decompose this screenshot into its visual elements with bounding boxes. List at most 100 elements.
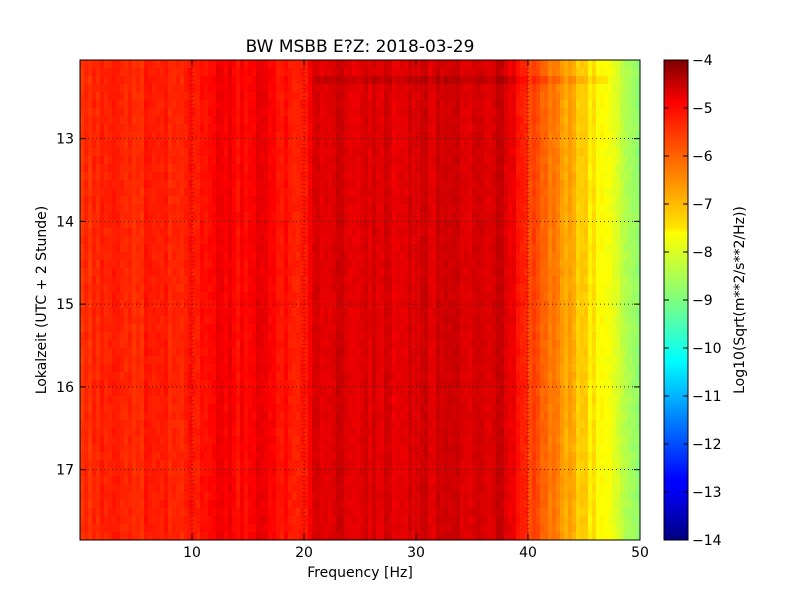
- heatmap-cell: [200, 404, 205, 413]
- heatmap-cell: [104, 156, 109, 165]
- heatmap-cell: [160, 92, 165, 101]
- heatmap-cell: [244, 484, 249, 493]
- heatmap-cell: [196, 348, 201, 357]
- heatmap-cell: [188, 436, 193, 445]
- heatmap-cell: [304, 140, 309, 149]
- heatmap-cell: [284, 356, 289, 365]
- heatmap-cell: [292, 140, 297, 149]
- heatmap-cell: [400, 524, 405, 533]
- heatmap-cell: [132, 380, 137, 389]
- heatmap-cell: [204, 516, 209, 525]
- heatmap-cell: [312, 380, 317, 389]
- heatmap-cell: [284, 340, 289, 349]
- heatmap-cell: [192, 420, 197, 429]
- heatmap-cell: [276, 196, 281, 205]
- heatmap-cell: [260, 92, 265, 101]
- heatmap-cell: [280, 132, 285, 141]
- heatmap-cell: [140, 388, 145, 397]
- heatmap-cell: [116, 92, 121, 101]
- heatmap-cell: [148, 484, 153, 493]
- heatmap-cell: [132, 356, 137, 365]
- heatmap-cell: [332, 412, 337, 421]
- heatmap-cell: [404, 348, 409, 357]
- heatmap-cell: [96, 156, 101, 165]
- heatmap-cell: [348, 100, 353, 109]
- heatmap-cell: [244, 428, 249, 437]
- heatmap-cell: [140, 140, 145, 149]
- heatmap-cell: [80, 356, 85, 365]
- heatmap-cell: [264, 460, 269, 469]
- heatmap-cell: [252, 532, 257, 540]
- heatmap-cell: [408, 244, 413, 253]
- heatmap-cell: [400, 332, 405, 341]
- heatmap-cell: [384, 76, 389, 85]
- heatmap-cell: [368, 92, 373, 101]
- heatmap-cell: [324, 356, 329, 365]
- heatmap-cell: [128, 76, 133, 85]
- heatmap-cell: [292, 532, 297, 540]
- heatmap-cell: [280, 108, 285, 117]
- heatmap-cell: [368, 212, 373, 221]
- heatmap-cell: [132, 60, 137, 69]
- heatmap-cell: [344, 260, 349, 269]
- heatmap-cell: [276, 308, 281, 317]
- heatmap-cell: [188, 228, 193, 237]
- heatmap-cell: [96, 228, 101, 237]
- heatmap-cell: [172, 220, 177, 229]
- heatmap-cell: [380, 316, 385, 325]
- heatmap-cell: [104, 316, 109, 325]
- heatmap-cell: [152, 220, 157, 229]
- heatmap-cell: [204, 236, 209, 245]
- heatmap-cell: [212, 172, 217, 181]
- heatmap-cell: [408, 164, 413, 173]
- heatmap-cell: [172, 476, 177, 485]
- heatmap-cell: [408, 524, 413, 533]
- heatmap-cell: [300, 292, 305, 301]
- heatmap-cell: [364, 116, 369, 125]
- heatmap-cell: [148, 404, 153, 413]
- heatmap-cell: [136, 220, 141, 229]
- heatmap-cell: [324, 188, 329, 197]
- heatmap-cell: [352, 396, 357, 405]
- heatmap-cell: [260, 388, 265, 397]
- heatmap-cell: [240, 292, 245, 301]
- heatmap-cell: [96, 92, 101, 101]
- heatmap-cell: [108, 124, 113, 133]
- heatmap-cell: [352, 452, 357, 461]
- heatmap-cell: [384, 324, 389, 333]
- heatmap-cell: [140, 300, 145, 309]
- heatmap-cell: [88, 420, 93, 429]
- heatmap-cell: [300, 428, 305, 437]
- heatmap-cell: [124, 356, 129, 365]
- heatmap-cell: [244, 316, 249, 325]
- heatmap-cell: [124, 508, 129, 517]
- heatmap-cell: [144, 412, 149, 421]
- heatmap-cell: [168, 492, 173, 501]
- heatmap-cell: [304, 436, 309, 445]
- heatmap-cell: [152, 228, 157, 237]
- heatmap-cell: [296, 428, 301, 437]
- heatmap-cell: [216, 420, 221, 429]
- heatmap-cell: [328, 92, 333, 101]
- heatmap-cell: [192, 148, 197, 157]
- heatmap-cell: [88, 460, 93, 469]
- heatmap-cell: [236, 284, 241, 293]
- heatmap-cell: [412, 92, 417, 101]
- heatmap-cell: [296, 484, 301, 493]
- heatmap-cell: [152, 364, 157, 373]
- heatmap-cell: [192, 212, 197, 221]
- heatmap-cell: [400, 396, 405, 405]
- heatmap-cell: [92, 524, 97, 533]
- heatmap-cell: [124, 404, 129, 413]
- heatmap-cell: [400, 124, 405, 133]
- heatmap-area: [80, 60, 640, 540]
- heatmap-cell: [292, 244, 297, 253]
- heatmap-cell: [140, 180, 145, 189]
- heatmap-cell: [268, 252, 273, 261]
- heatmap-cell: [228, 444, 233, 453]
- heatmap-cell: [384, 300, 389, 309]
- heatmap-cell: [348, 500, 353, 509]
- heatmap-cell: [188, 508, 193, 517]
- heatmap-cell: [264, 164, 269, 173]
- heatmap-cell: [192, 252, 197, 261]
